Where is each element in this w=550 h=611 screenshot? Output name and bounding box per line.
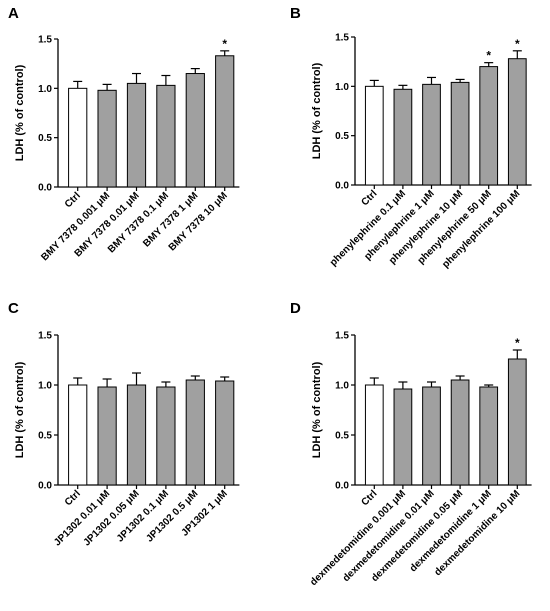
bar bbox=[364, 384, 384, 486]
bar bbox=[393, 88, 413, 186]
bar bbox=[156, 84, 176, 188]
y-tick-label: 1.0 bbox=[335, 82, 349, 93]
y-tick-label: 0.5 bbox=[38, 431, 52, 442]
bar bbox=[215, 55, 235, 188]
y-tick-label: 0.5 bbox=[38, 133, 52, 144]
panel-label: B bbox=[290, 5, 301, 22]
significance-marker: * bbox=[222, 37, 227, 51]
x-tick-label: Ctrl bbox=[63, 190, 83, 210]
panel-c: C LDH (% of control) 0.0 0.5 1.0 1.5 Ctrl JP130… bbox=[8, 300, 240, 548]
y-tick-label: 1.5 bbox=[38, 35, 52, 46]
y-axis-label: LDH (% of control) bbox=[14, 361, 26, 458]
y-tick-label: 0.5 bbox=[335, 431, 349, 442]
bar bbox=[68, 87, 88, 188]
bar bbox=[479, 66, 499, 186]
x-tick-label: Ctrl bbox=[359, 188, 379, 208]
y-axis-label: LDH (% of control) bbox=[311, 361, 323, 458]
y-tick-label: 0.0 bbox=[38, 481, 52, 492]
bar bbox=[507, 58, 527, 186]
bar bbox=[185, 379, 205, 486]
panel-label: A bbox=[8, 5, 19, 22]
y-tick-label: 0.0 bbox=[335, 481, 349, 492]
bar bbox=[126, 384, 147, 486]
y-tick-label: 0.0 bbox=[38, 183, 52, 194]
y-tick-label: 0.0 bbox=[335, 181, 349, 192]
bar bbox=[422, 83, 441, 186]
significance-marker: * bbox=[486, 49, 491, 63]
y-tick-label: 1.0 bbox=[38, 381, 52, 392]
x-tick-label: JP1302 0.1 μM bbox=[115, 488, 171, 544]
bar bbox=[450, 81, 470, 186]
bar bbox=[185, 73, 205, 188]
y-tick-label: 0.5 bbox=[335, 131, 349, 142]
bar bbox=[215, 380, 235, 486]
y-tick-label: 1.0 bbox=[335, 381, 349, 392]
bar bbox=[364, 85, 384, 186]
significance-marker: * bbox=[515, 336, 520, 350]
bar bbox=[422, 386, 441, 486]
x-tick-label: Ctrl bbox=[63, 488, 83, 508]
y-tick-label: 1.5 bbox=[335, 331, 349, 342]
x-tick-label: Ctrl bbox=[359, 488, 379, 508]
bar bbox=[450, 379, 470, 486]
y-tick-label: 1.5 bbox=[335, 33, 349, 44]
y-axis-label: LDH (% of control) bbox=[311, 62, 323, 159]
x-tick-label: JP1302 0.5 μM bbox=[144, 488, 200, 544]
bar bbox=[156, 386, 176, 486]
panel-label: D bbox=[290, 300, 301, 317]
bar bbox=[507, 358, 527, 486]
bar bbox=[68, 384, 88, 486]
y-tick-label: 1.5 bbox=[38, 331, 52, 342]
bar bbox=[126, 82, 147, 188]
panel-label: C bbox=[8, 300, 19, 317]
bar bbox=[97, 89, 117, 188]
bar bbox=[393, 388, 413, 486]
significance-marker: * bbox=[515, 37, 520, 51]
y-tick-label: 1.0 bbox=[38, 84, 52, 95]
bar bbox=[97, 386, 117, 486]
bar bbox=[479, 386, 499, 486]
y-axis-label: LDH (% of control) bbox=[14, 64, 26, 161]
